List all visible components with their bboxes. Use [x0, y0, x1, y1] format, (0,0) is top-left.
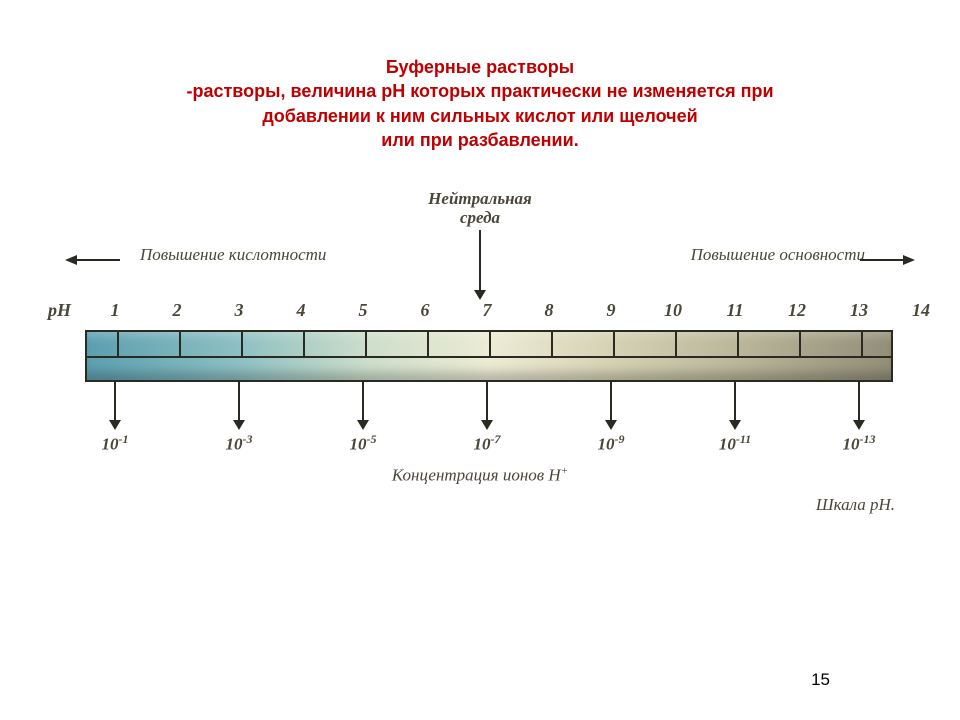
ph-tick-label: 1	[111, 300, 120, 321]
acidity-label: Повышение кислотности	[140, 245, 326, 265]
concentration-value: 10-5	[350, 432, 377, 455]
basicity-label: Повышение основности	[691, 245, 865, 265]
concentration-down-arrow-icon	[851, 382, 867, 430]
concentration-down-arrow-icon	[355, 382, 371, 430]
title-line4: или при разбавлении.	[0, 128, 960, 152]
scale-tick	[179, 332, 181, 356]
scale-tick	[489, 332, 491, 356]
scale-tick	[799, 332, 801, 356]
ph-tick-label: 8	[545, 300, 554, 321]
ph-tick-label: 10	[664, 300, 682, 321]
scale-tick	[613, 332, 615, 356]
ph-tick-label: 12	[788, 300, 806, 321]
ph-tick-label: 11	[726, 300, 743, 321]
ph-tick-label: 13	[850, 300, 868, 321]
concentration-value: 10-11	[719, 432, 751, 455]
scale-tick	[117, 332, 119, 356]
concentration-down-arrow-icon	[727, 382, 743, 430]
concentration-down-arrow-icon	[603, 382, 619, 430]
ph-tick-label: 14	[912, 300, 930, 321]
ph-tick-label: 6	[421, 300, 430, 321]
title-line3: добавлении к ним сильных кислот или щело…	[0, 104, 960, 128]
concentration-value: 10-1	[102, 432, 129, 455]
title-line2: -растворы, величина рН которых практичес…	[0, 79, 960, 103]
scale-tick	[861, 332, 863, 356]
concentration-axis-label: Концентрация ионов H+	[392, 465, 568, 486]
scale-tick	[551, 332, 553, 356]
arrow-left-icon	[65, 252, 120, 268]
scale-tick	[737, 332, 739, 356]
neutral-down-arrow-icon	[471, 230, 489, 300]
neutral-label: Нейтральная среда	[428, 190, 532, 227]
title-line1: Буферные растворы	[0, 55, 960, 79]
page-number: 15	[811, 670, 830, 690]
title-block: Буферные растворы -растворы, величина рН…	[0, 0, 960, 152]
concentration-down-arrow-icon	[479, 382, 495, 430]
scale-tick	[365, 332, 367, 356]
concentration-value: 10-7	[474, 432, 501, 455]
scale-caption: Шкала pH.	[816, 495, 895, 515]
scale-tick	[303, 332, 305, 356]
ph-tick-label: 5	[359, 300, 368, 321]
concentration-value: 10-9	[598, 432, 625, 455]
concentration-axis-sup: +	[561, 465, 568, 477]
ph-scale-bar	[85, 330, 893, 382]
ph-tick-label: 3	[235, 300, 244, 321]
ph-axis-label: pH	[48, 300, 71, 321]
scale-tick	[427, 332, 429, 356]
concentration-down-arrow-icon	[231, 382, 247, 430]
ph-tick-label: 4	[297, 300, 306, 321]
ph-tick-label: 9	[607, 300, 616, 321]
scale-tick	[241, 332, 243, 356]
scale-midline	[87, 356, 891, 358]
arrow-right-icon	[860, 252, 915, 268]
concentration-value: 10-3	[226, 432, 253, 455]
concentration-axis-text: Концентрация ионов H	[392, 466, 561, 485]
neutral-label-l2: среда	[460, 208, 500, 227]
scale-tick	[675, 332, 677, 356]
concentration-value: 10-13	[843, 432, 876, 455]
ph-tick-label: 7	[483, 300, 492, 321]
concentration-down-arrow-icon	[107, 382, 123, 430]
neutral-label-l1: Нейтральная	[428, 189, 532, 208]
ph-tick-label: 2	[173, 300, 182, 321]
